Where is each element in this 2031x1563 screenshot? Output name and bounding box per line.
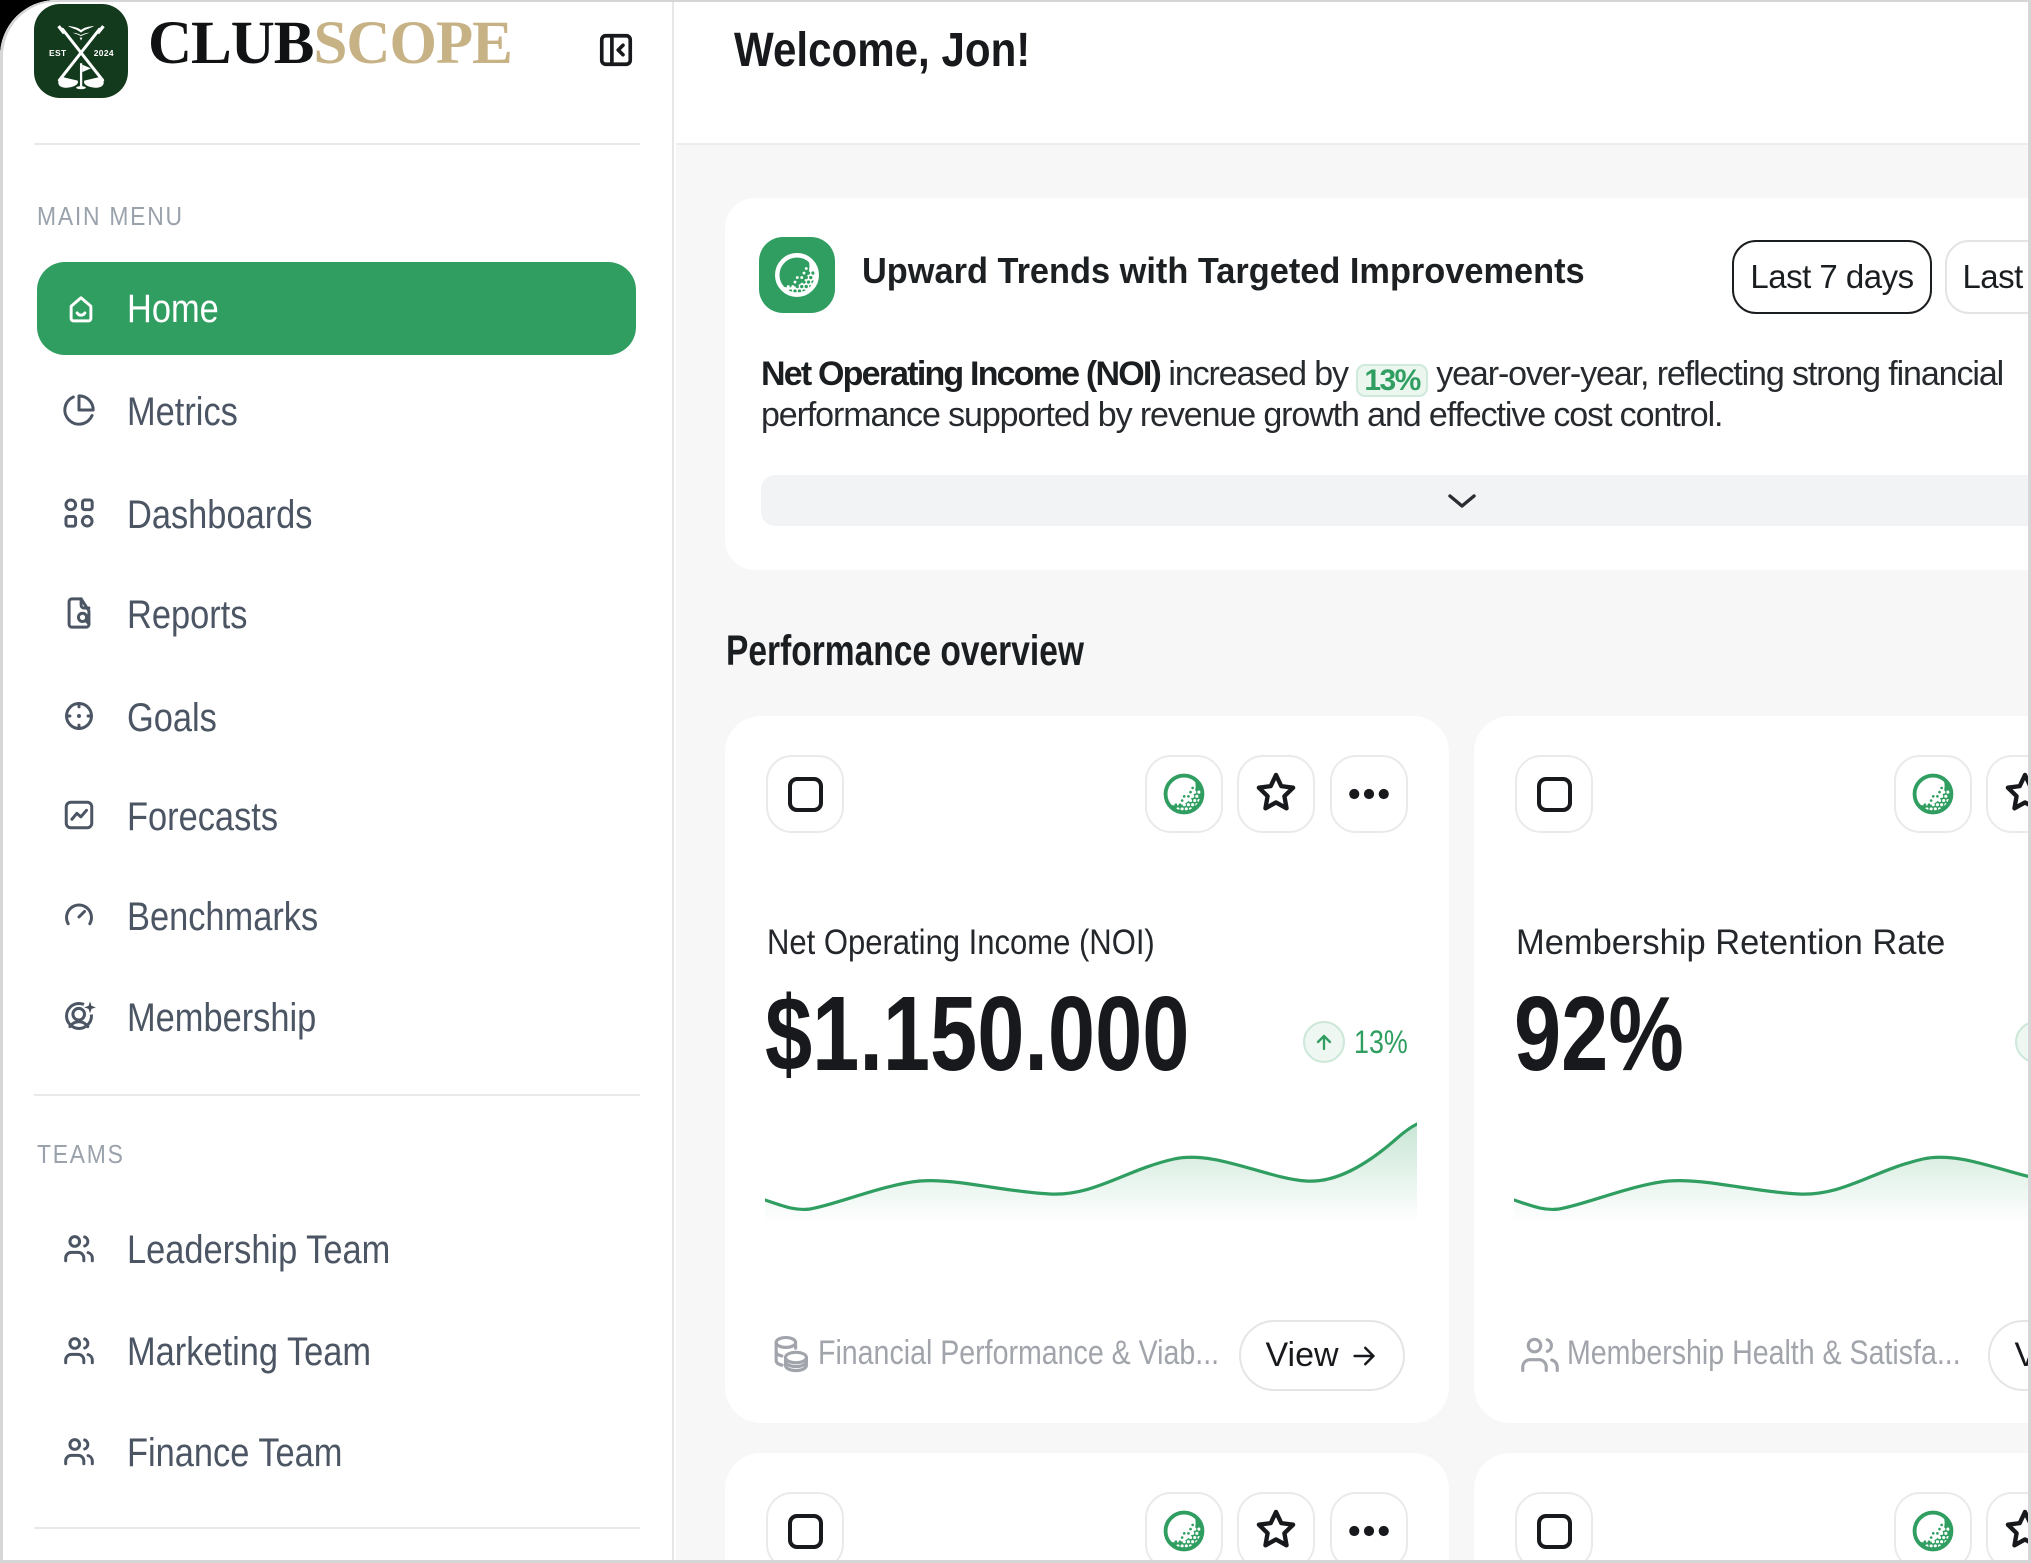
svg-text:EST: EST [49,48,67,58]
svg-text:2024: 2024 [94,48,114,58]
